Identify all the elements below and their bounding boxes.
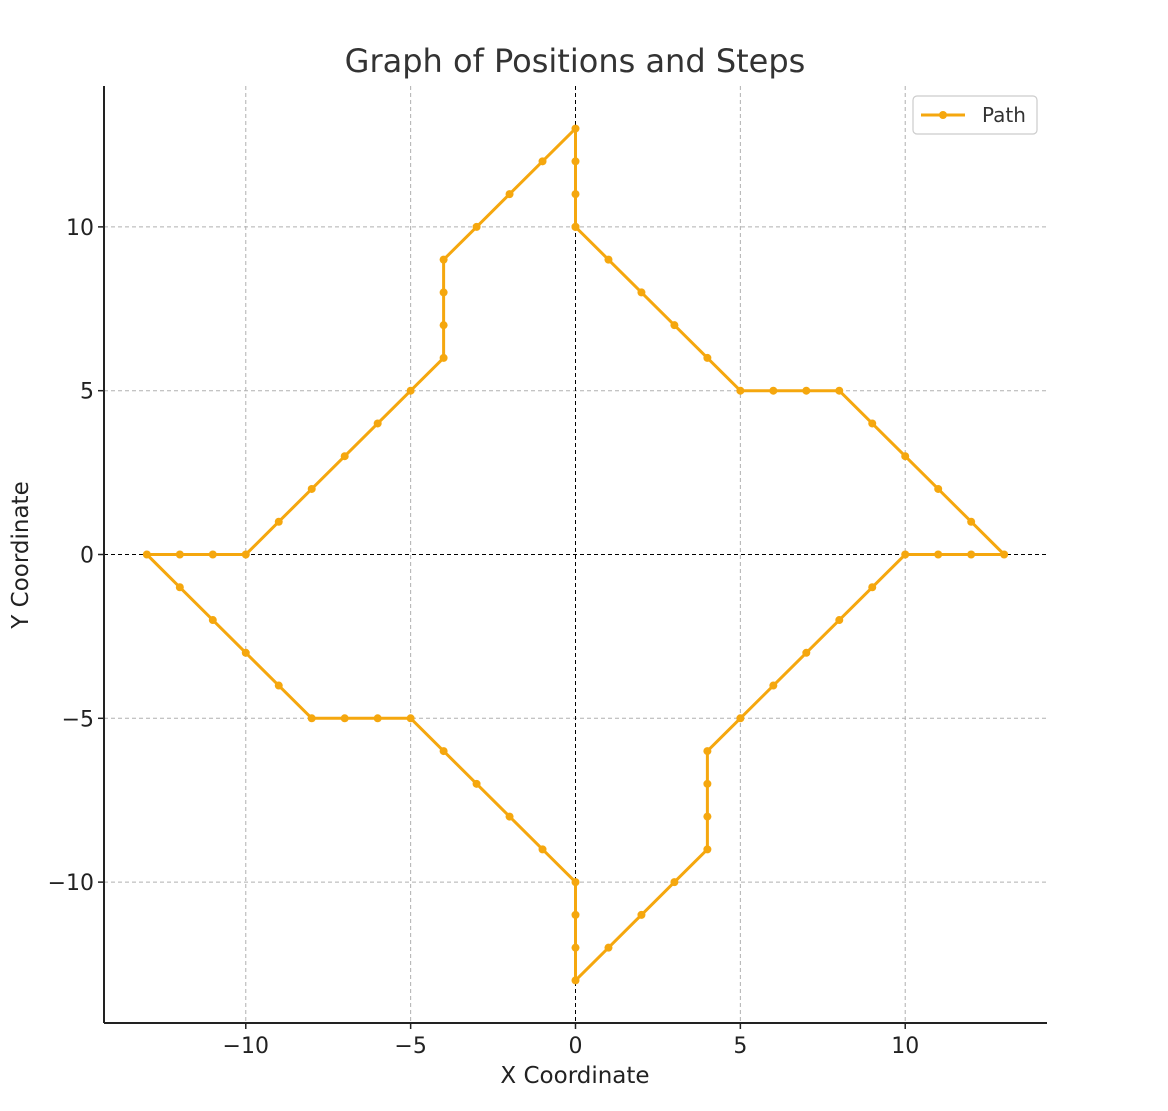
data-point [241, 550, 250, 559]
data-point [373, 419, 382, 428]
data-point [736, 714, 745, 723]
data-point [901, 550, 910, 559]
data-point [1000, 550, 1009, 559]
data-point [571, 910, 580, 919]
y-axis-label: Y Coordinate [8, 481, 34, 629]
data-point [769, 681, 778, 690]
data-point [868, 419, 877, 428]
data-point [208, 550, 217, 559]
data-point [802, 648, 811, 657]
legend: Path [912, 95, 1038, 135]
x-tick-label: 0 [569, 1034, 583, 1059]
zero-lines [104, 86, 1047, 1023]
x-tick-label: 5 [733, 1034, 747, 1059]
data-point [406, 386, 415, 395]
data-point [472, 779, 481, 788]
data-point [439, 288, 448, 297]
data-point [703, 353, 712, 362]
data-point [439, 747, 448, 756]
data-point [373, 714, 382, 723]
y-tick-label: −5 [62, 707, 94, 732]
data-point [934, 484, 943, 493]
data-point [274, 681, 283, 690]
data-point [505, 190, 514, 199]
legend-frame [912, 95, 1038, 135]
data-point [538, 157, 547, 166]
data-point [703, 845, 712, 854]
data-point [175, 550, 184, 559]
data-point [736, 386, 745, 395]
data-point [307, 484, 316, 493]
legend-label-path: Path [982, 103, 1026, 127]
data-point [208, 616, 217, 625]
data-point [571, 976, 580, 985]
y-tick-label: 10 [66, 216, 94, 241]
data-point [802, 386, 811, 395]
data-point [967, 550, 976, 559]
data-point [571, 190, 580, 199]
data-point [703, 812, 712, 821]
chart-title: Graph of Positions and Steps [345, 42, 806, 80]
x-tick-label: 10 [891, 1034, 919, 1059]
data-point [934, 550, 943, 559]
y-tick-label: −10 [48, 871, 94, 896]
data-point [505, 812, 514, 821]
data-point [670, 321, 679, 330]
data-point [571, 943, 580, 952]
data-point [406, 714, 415, 723]
ticks: −10 −5 0 5 10 −10 −5 0 5 10 [48, 216, 920, 1059]
data-point [637, 288, 646, 297]
data-point [340, 452, 349, 461]
y-tick-label: 0 [80, 544, 94, 569]
data-point [703, 747, 712, 756]
data-point [142, 550, 151, 559]
data-point [604, 255, 613, 264]
data-point [538, 845, 547, 854]
data-point [571, 222, 580, 231]
x-axis-label: X Coordinate [500, 1063, 649, 1089]
data-point [769, 386, 778, 395]
data-point [439, 255, 448, 264]
legend-marker-path [939, 111, 947, 119]
x-tick-label: −5 [394, 1034, 426, 1059]
data-point [439, 353, 448, 362]
data-point [274, 517, 283, 526]
data-point [307, 714, 316, 723]
x-tick-label: −10 [223, 1034, 269, 1059]
data-point [670, 878, 679, 887]
data-point [901, 452, 910, 461]
data-point [868, 583, 877, 592]
data-point [604, 943, 613, 952]
data-point [241, 648, 250, 657]
data-point [571, 157, 580, 166]
data-point [571, 124, 580, 133]
data-point [340, 714, 349, 723]
data-point [472, 222, 481, 231]
y-tick-label: 5 [80, 380, 94, 405]
data-point [637, 910, 646, 919]
data-point [571, 878, 580, 887]
data-point [835, 616, 844, 625]
series-path [142, 124, 1009, 985]
data-point [967, 517, 976, 526]
data-point [175, 583, 184, 592]
data-point [703, 779, 712, 788]
data-point [439, 321, 448, 330]
data-point [835, 386, 844, 395]
